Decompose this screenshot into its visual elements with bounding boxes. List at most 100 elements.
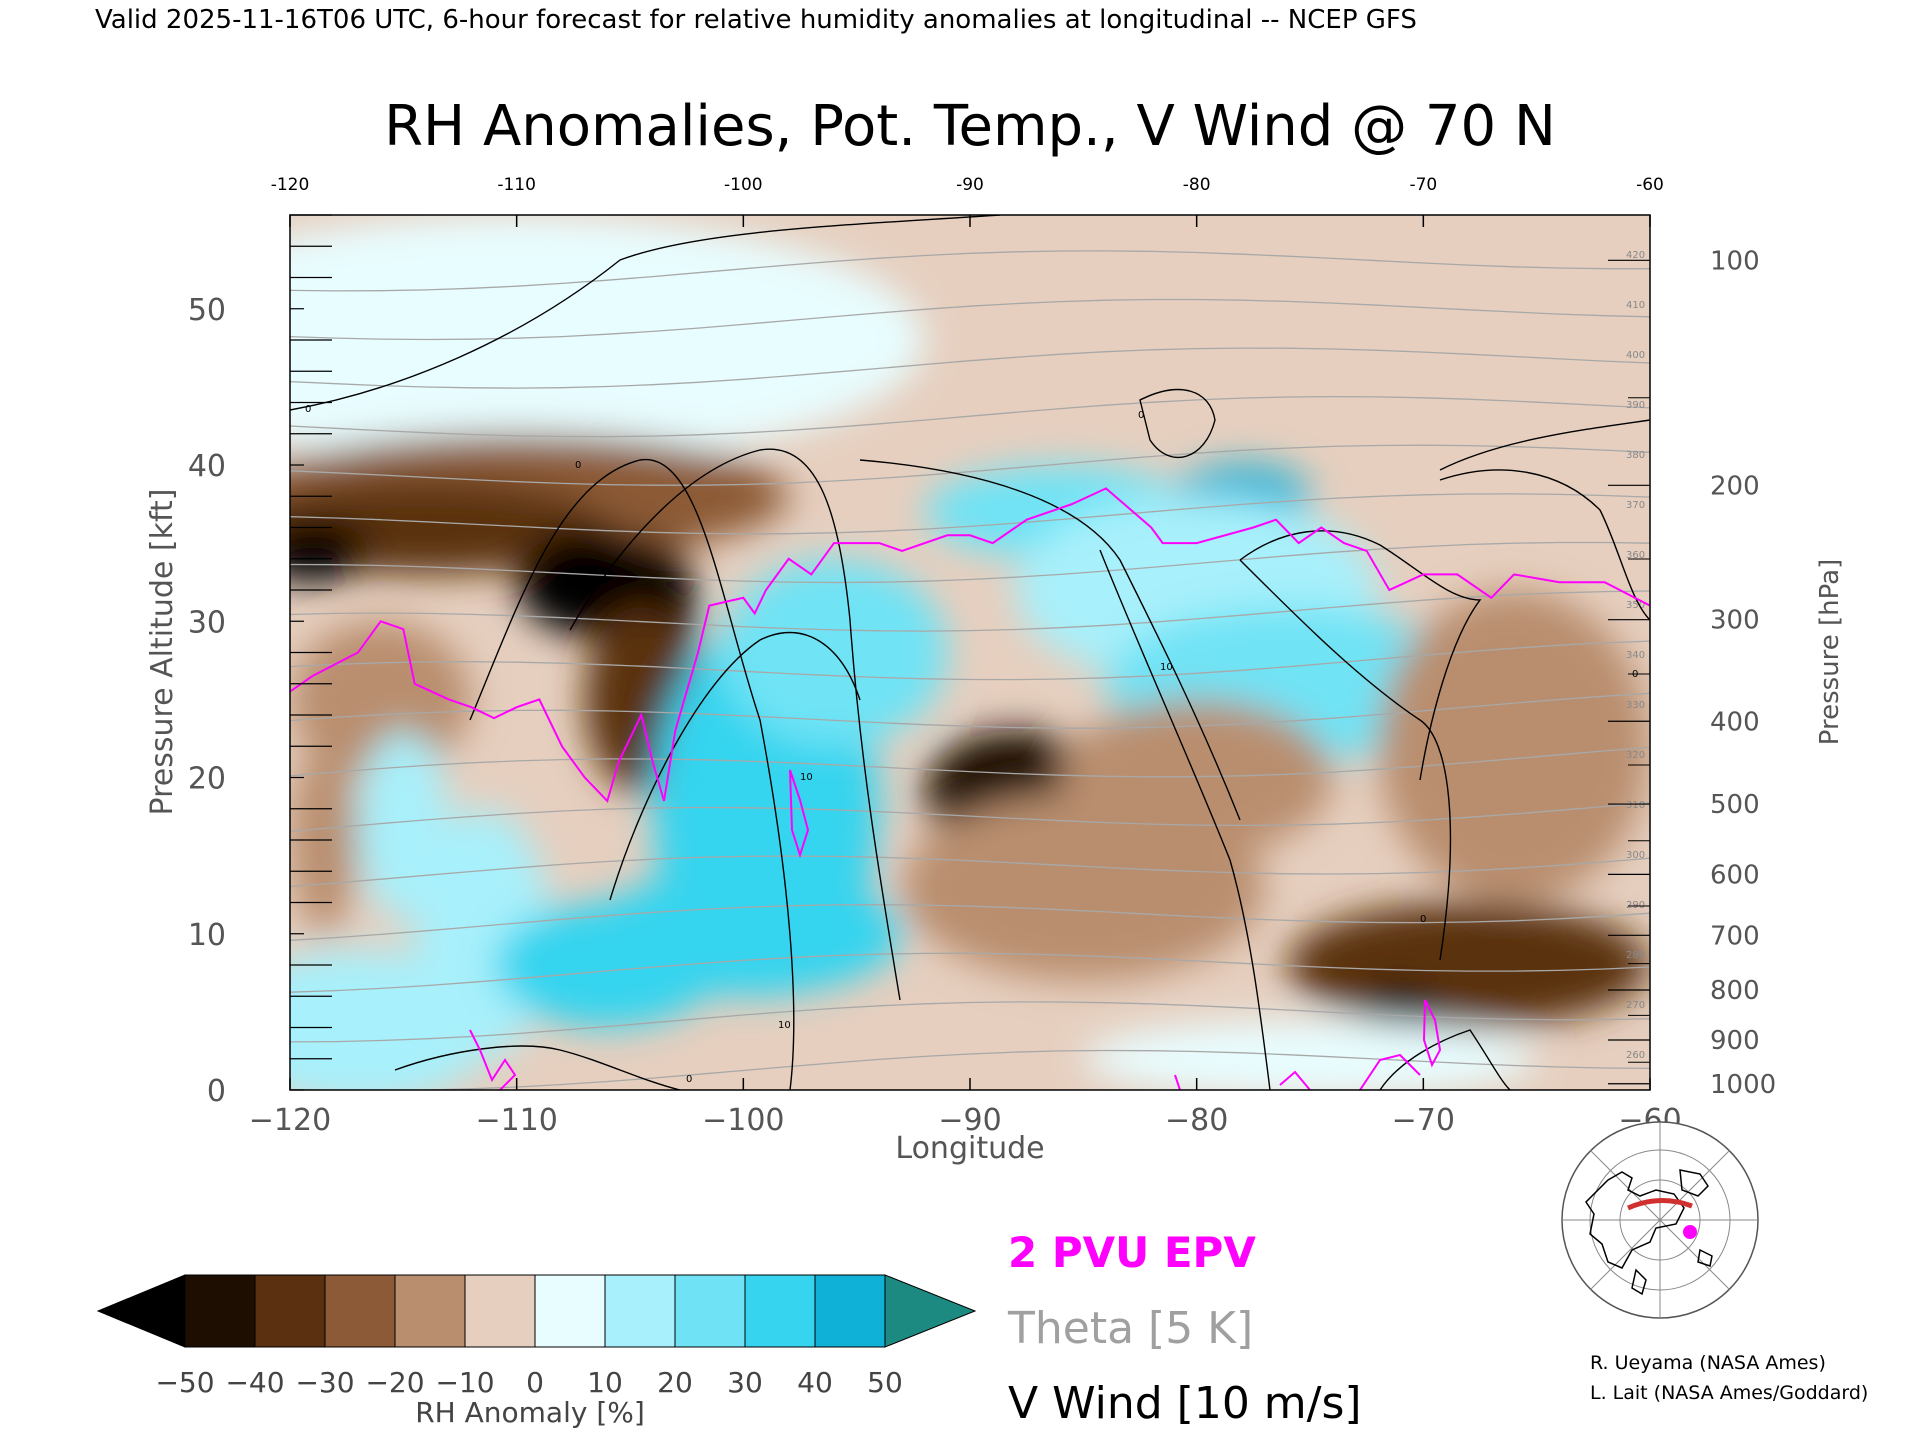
theta-contour-line [290,590,1650,632]
colorbar-over-triangle [884,1274,977,1348]
theta-contour-label: 340 [1626,650,1645,661]
theta-contour-line [290,801,1650,833]
legend-vwind: V Wind [10 m/s] [1008,1378,1362,1429]
valid-time-header: Valid 2025-11-16T06 UTC, 6-hour forecast… [95,5,1417,35]
v-wind-contour-line [290,215,1001,411]
credit-line-2: L. Lait (NASA Ames/Goddard) [1590,1382,1869,1404]
v-wind-contour-line [394,1045,681,1090]
colorbar-tick-label: 50 [867,1366,903,1399]
colorbar-swatch [394,1274,466,1348]
rh-anomaly-blob [1083,1019,1537,1090]
top-tick-label: -60 [1636,175,1664,195]
colorbar-tick-label: −20 [365,1366,424,1399]
colorbar-swatch [604,1274,676,1348]
v-wind-contour-line [1379,1029,1511,1090]
v-wind-contour-line [569,448,901,1001]
plot-area: 260 270 280 290 300 310 320 330 340 350 360 370 380 3… [289,214,1651,1091]
colorbar-tick-label: 30 [727,1366,763,1399]
credit-line-1: R. Ueyama (NASA Ames) [1590,1352,1826,1374]
v-wind-contour-label: 0 [305,404,311,415]
colorbar-under-triangle [96,1274,186,1348]
pressure-tick-label: 1000 [1710,1070,1776,1100]
inset-map-grid [1562,1122,1758,1318]
pressure-tick-label: 700 [1710,921,1760,951]
theta-contour-label: 360 [1626,550,1645,561]
epv-2pvu-segment [1422,999,1442,1068]
theta-contour-line [290,541,1650,584]
epv-2pvu-segment [1359,1053,1421,1090]
y-tick-label: 20 [188,762,226,797]
rh-anomaly-blob [290,621,472,778]
legend-theta: Theta [5 K] [1007,1303,1253,1354]
theta-contour-line [290,746,1650,778]
colorbar-swatch [744,1274,816,1348]
colorbar-tick-label: 40 [797,1366,833,1399]
colorbar-swatch [814,1274,886,1348]
pressure-tick-label: 600 [1710,860,1760,890]
v-wind-contour-label: 10 [800,772,813,783]
colorbar-swatch [254,1274,326,1348]
v-wind-contours: 001010100000 [290,215,1650,1090]
rh-anomaly-blob [290,215,925,465]
theta-contour-line [290,395,1650,438]
v-wind-contour-label: 0 [1420,914,1426,925]
colorbar-tick-label: −30 [295,1366,354,1399]
colorbar-swatch [674,1274,746,1348]
x-tick-label: −70 [1392,1103,1455,1138]
top-tick-label: -120 [271,175,310,195]
pressure-tick-label: 300 [1710,606,1760,636]
theta-contours: 260 270 280 290 300 310 320 330 340 350 360 370 380 3… [290,250,1650,1090]
v-wind-contour-line [859,459,1241,821]
colorbar-tick-label: 10 [587,1366,623,1399]
theta-contour-label: 370 [1626,500,1645,511]
colorbar-tick-label: −50 [155,1366,214,1399]
inset-map-coastlines [1585,1169,1713,1296]
theta-contour-line [290,1001,1650,1043]
rh-anomaly-blob [290,519,370,583]
pressure-tick-label: 400 [1710,707,1760,737]
rh-anomaly-blob [290,949,494,1090]
colorbar-swatch [184,1274,256,1348]
theta-contour-line [290,444,1650,486]
v-wind-contour-line [469,459,795,1090]
colorbar-label: RH Anomaly [%] [415,1396,645,1429]
theta-contour-line [290,904,1650,941]
v-wind-contour-line [1239,530,1482,781]
pressure-tick-label: 900 [1710,1026,1760,1056]
inset-location-marker [1683,1225,1697,1239]
epv-2pvu-segment [469,1029,517,1090]
y-tick-label: 30 [188,605,226,640]
x-axis-label: Longitude [895,1131,1044,1166]
theta-contour-line [290,855,1650,888]
theta-contour-label: 260 [1626,1050,1645,1061]
theta-contour-label: 320 [1626,750,1645,761]
theta-contour-label: 410 [1626,300,1645,311]
theta-contour-line [290,347,1650,389]
v-wind-contour-label: 0 [1138,410,1144,421]
top-tick-label: -90 [956,175,984,195]
v-wind-contour-label: 10 [1160,662,1173,673]
colorbar-swatch [464,1274,536,1348]
pressure-tick-label: 200 [1710,471,1760,501]
legend-epv: 2 PVU EPV [1008,1228,1256,1277]
y-tick-label: 50 [188,293,226,328]
v-wind-contour-line [1439,469,1650,621]
inset-map [1561,1121,1759,1319]
y-tick-label: 10 [188,918,226,953]
colorbar-tick-label: 20 [657,1366,693,1399]
pressure-tick-label: 500 [1710,790,1760,820]
top-tick-label: -80 [1183,175,1211,195]
rh-anomaly-blob [1378,590,1650,903]
theta-contour-label: 380 [1626,450,1645,461]
v-wind-contour-line [1099,549,1271,1090]
epv-2pvu-series [290,487,1650,1090]
epv-2pvu-line [290,487,1650,803]
theta-contour-line [290,952,1650,993]
colorbar-tick-label: −10 [435,1366,494,1399]
chart-title: RH Anomalies, Pot. Temp., V Wind @ 70 N [384,94,1556,159]
x-tick-label: −120 [249,1103,331,1138]
theta-contour-label: 420 [1626,250,1645,261]
epv-2pvu-segment [1279,1070,1311,1090]
theta-contour-line [290,250,1650,292]
